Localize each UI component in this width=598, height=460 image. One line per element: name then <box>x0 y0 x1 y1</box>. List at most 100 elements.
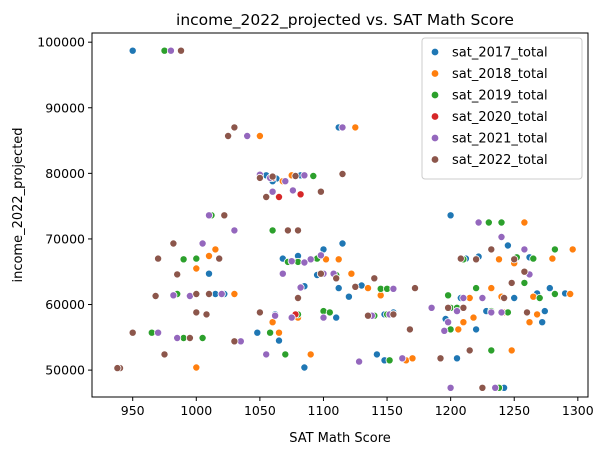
data-point <box>497 308 506 317</box>
data-point <box>293 226 302 235</box>
legend-marker <box>430 69 440 78</box>
data-point <box>410 284 419 293</box>
data-point <box>487 245 496 254</box>
data-point <box>385 356 394 365</box>
data-point <box>454 325 463 334</box>
data-point <box>510 293 519 302</box>
data-point <box>262 192 271 201</box>
data-point <box>255 131 264 140</box>
data-point <box>192 289 201 298</box>
data-point <box>459 303 468 312</box>
data-point <box>278 269 287 278</box>
data-point <box>287 257 296 266</box>
data-point <box>332 313 341 322</box>
data-point <box>274 336 283 345</box>
data-point <box>540 307 549 316</box>
data-point <box>274 328 283 337</box>
data-point <box>472 325 481 334</box>
data-point <box>169 239 178 248</box>
data-point <box>166 46 175 55</box>
data-point <box>220 211 229 220</box>
data-point <box>128 328 137 337</box>
data-point <box>538 318 547 327</box>
data-point <box>520 267 529 276</box>
plot-area: 950 1000 1050 1100 1150 1200 1250 1300 50000 6000… <box>37 32 594 418</box>
data-point <box>351 282 360 291</box>
y-tick-label: 100000 <box>37 35 85 50</box>
data-point <box>154 254 163 263</box>
data-point <box>316 251 325 260</box>
data-point <box>446 383 455 392</box>
data-point <box>179 255 188 264</box>
legend-label: sat_2019_total <box>452 89 548 104</box>
data-point <box>427 303 436 312</box>
data-point <box>507 278 516 287</box>
data-point <box>474 218 483 227</box>
data-point <box>283 226 292 235</box>
legend-item: sat_2021_total <box>430 132 548 147</box>
y-tick-label: 90000 <box>45 100 85 115</box>
data-point <box>300 258 309 267</box>
y-axis-ticks: 50000 60000 70000 80000 90000 100000 <box>37 35 92 378</box>
data-point <box>510 255 519 264</box>
data-point <box>456 254 465 263</box>
data-point <box>550 289 559 298</box>
data-point <box>215 254 224 263</box>
data-point <box>204 251 213 260</box>
data-point <box>459 293 468 302</box>
data-point <box>332 274 341 283</box>
data-point <box>523 308 532 317</box>
data-point <box>325 308 334 317</box>
data-point <box>160 350 169 359</box>
legend-label: sat_2017_total <box>452 46 548 61</box>
data-point <box>287 313 296 322</box>
data-point <box>173 333 182 342</box>
data-point <box>500 293 509 302</box>
data-point <box>347 269 356 278</box>
x-tick-label: 1100 <box>308 403 340 418</box>
data-point <box>452 307 461 316</box>
data-point <box>389 284 398 293</box>
data-point <box>268 226 277 235</box>
data-point <box>230 123 239 132</box>
data-point <box>469 313 478 322</box>
data-point <box>355 357 364 366</box>
data-point <box>253 328 262 337</box>
data-point <box>363 284 372 293</box>
legend-marker <box>430 155 440 164</box>
data-point <box>154 328 163 337</box>
data-point <box>281 177 290 186</box>
data-point <box>338 169 347 178</box>
data-point <box>268 172 277 181</box>
data-point <box>444 291 453 300</box>
data-point <box>568 245 577 254</box>
data-point <box>306 255 315 264</box>
data-point <box>271 311 280 320</box>
data-point <box>204 269 213 278</box>
data-point <box>545 284 554 293</box>
x-tick-label: 1050 <box>244 403 276 418</box>
data-point <box>293 293 302 302</box>
data-point <box>319 313 328 322</box>
y-tick-label: 60000 <box>45 297 85 312</box>
data-point <box>487 284 496 293</box>
data-point <box>198 333 207 342</box>
data-point <box>338 123 347 132</box>
data-point <box>344 292 353 301</box>
data-point <box>491 383 500 392</box>
data-point <box>444 318 453 327</box>
plot-frame <box>91 32 589 398</box>
data-point <box>173 270 182 279</box>
data-point <box>202 310 211 319</box>
data-point <box>472 255 481 264</box>
x-tick-label: 1200 <box>435 403 467 418</box>
data-point <box>316 269 325 278</box>
data-point <box>487 308 496 317</box>
data-point <box>440 326 449 335</box>
data-point <box>389 310 398 319</box>
legend-label: sat_2018_total <box>452 67 548 82</box>
data-point <box>520 278 529 287</box>
data-point <box>204 289 213 298</box>
data-point <box>262 350 271 359</box>
data-point <box>550 245 559 254</box>
